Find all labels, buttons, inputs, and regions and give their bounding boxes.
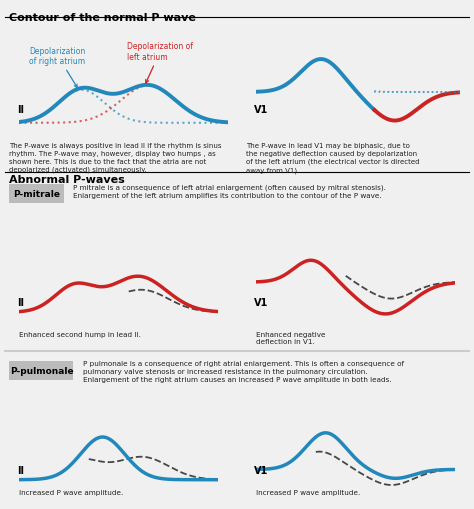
- Text: II: II: [17, 465, 24, 475]
- Text: Depolarization
of right atrium: Depolarization of right atrium: [29, 47, 86, 89]
- Text: The P-wave is always positive in lead II if the rhythm is sinus
rhythm. The P-wa: The P-wave is always positive in lead II…: [9, 143, 222, 173]
- Text: II: II: [17, 297, 24, 307]
- Text: V1: V1: [254, 105, 268, 115]
- Text: P-pulmonale: P-pulmonale: [9, 366, 73, 375]
- Text: V1: V1: [254, 465, 268, 475]
- Text: P-mitrale: P-mitrale: [13, 189, 60, 199]
- Text: Enhanced second hump in lead II.: Enhanced second hump in lead II.: [19, 331, 141, 337]
- Text: Increased P wave amplitude.: Increased P wave amplitude.: [19, 489, 123, 495]
- Text: V1: V1: [254, 297, 268, 307]
- Text: Enhanced negative
deflection in V1.: Enhanced negative deflection in V1.: [256, 331, 326, 345]
- Text: Contour of the normal P wave: Contour of the normal P wave: [9, 13, 196, 23]
- Text: II: II: [17, 105, 24, 115]
- Text: Depolarization of
left atrium: Depolarization of left atrium: [128, 42, 193, 83]
- Text: Increased P wave amplitude.: Increased P wave amplitude.: [256, 489, 360, 495]
- Text: P mitrale is a consequence of left atrial enlargement (often caused by mitral st: P mitrale is a consequence of left atria…: [73, 184, 386, 199]
- Text: Abnormal P-waves: Abnormal P-waves: [9, 175, 125, 185]
- Text: P pulmonale is a consequence of right atrial enlargement. This is often a conseq: P pulmonale is a consequence of right at…: [83, 360, 404, 382]
- Text: The P-wave in lead V1 may be biphasic, due to
the negative deflection caused by : The P-wave in lead V1 may be biphasic, d…: [246, 143, 420, 174]
